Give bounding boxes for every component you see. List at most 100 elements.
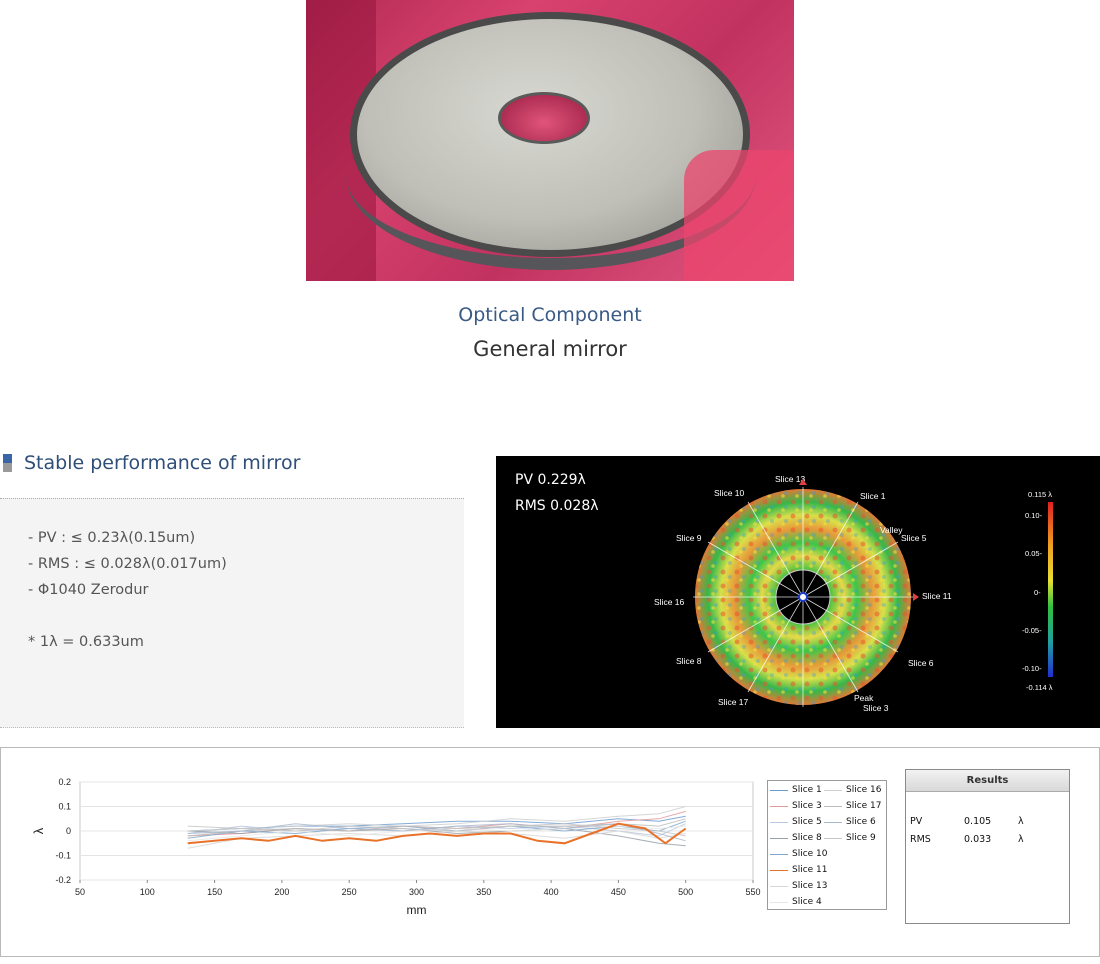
slice-label: Slice 6 [908, 658, 934, 668]
legend-label: Slice 4 [792, 897, 822, 907]
x-tick-label: 500 [678, 887, 693, 897]
slice-label: Slice 10 [714, 488, 745, 498]
legend-swatch [770, 869, 788, 871]
legend-item: Slice 10 [770, 849, 828, 859]
slice-label: Slice 8 [676, 656, 702, 666]
y-tick-label: 0.1 [58, 802, 71, 812]
legend-swatch [770, 805, 788, 807]
slice-label: Slice 9 [676, 533, 702, 543]
square-bullet-icon [3, 454, 12, 472]
svg-text:-0.10-: -0.10- [1022, 664, 1042, 673]
legend-swatch [770, 885, 788, 887]
slice-label: Slice 1 [860, 491, 886, 501]
legend-label: Slice 17 [846, 801, 882, 811]
svg-text:0.05-: 0.05- [1025, 549, 1043, 558]
svg-text:-0.05-: -0.05- [1022, 626, 1042, 635]
x-tick-label: 150 [207, 887, 222, 897]
x-tick-label: 450 [611, 887, 626, 897]
legend-item: Slice 1 [770, 785, 822, 795]
scale-min: -0.114 λ [1026, 683, 1053, 692]
legend-swatch [770, 837, 788, 839]
legend-label: Slice 5 [792, 817, 822, 827]
legend-item: Slice 11 [770, 865, 828, 875]
legend-label: Slice 1 [792, 785, 822, 795]
legend-swatch [824, 789, 842, 791]
legend-item: Slice 9 [824, 833, 876, 843]
results-row-pv: PV 0.105 λ [910, 816, 1024, 827]
slice-label: Slice 11 [922, 591, 952, 601]
mirror-center-hole [498, 92, 590, 144]
x-axis-label: mm [407, 903, 427, 917]
series-line-slice-11 [187, 822, 687, 845]
legend-swatch [770, 821, 788, 823]
spec-rms: - RMS : ≤ 0.028λ(0.017um) [28, 556, 227, 572]
caption-name: General mirror [473, 337, 627, 361]
color-scale-bar [1048, 502, 1053, 677]
series-line-slice-17 [187, 818, 686, 837]
legend-label: Slice 6 [846, 817, 876, 827]
svg-text:0.10-: 0.10- [1025, 511, 1043, 520]
legend-swatch [824, 821, 842, 823]
legend-item: Slice 3 [770, 801, 822, 811]
spec-pv: - PV : ≤ 0.23λ(0.15um) [28, 530, 196, 546]
legend-swatch [824, 837, 842, 839]
slice-label: Slice 3 [863, 703, 889, 713]
legend-label: Slice 9 [846, 833, 876, 843]
slice-label: Slice 16 [654, 597, 685, 607]
x-tick-label: 200 [274, 887, 289, 897]
scale-max: 0.115 λ [1028, 490, 1052, 499]
spec-box: - PV : ≤ 0.23λ(0.15um) - RMS : ≤ 0.028λ(… [0, 498, 464, 728]
results-table: Results PV 0.105 λ RMS 0.033 λ [905, 769, 1070, 924]
slice-label: Slice 13 [775, 474, 806, 484]
y-tick-label: -0.2 [55, 875, 71, 885]
mirror-photo [306, 0, 794, 281]
x-tick-label: 550 [745, 887, 760, 897]
legend-item: Slice 5 [770, 817, 822, 827]
x-tick-label: 100 [140, 887, 155, 897]
legend-item: Slice 8 [770, 833, 822, 843]
chart-legend: Slice 1 Slice 3 Slice 5 Slice 8 Slice 10 Slic… [767, 780, 887, 910]
legend-swatch [770, 789, 788, 791]
legend-item: Slice 17 [824, 801, 882, 811]
interferogram-map: Slice 13 Slice 1 Slice 5 Slice 11 Slice … [654, 474, 1053, 713]
results-title: Results [906, 770, 1069, 792]
results-row-rms: RMS 0.033 λ [910, 834, 1024, 845]
interferogram-panel: Slice 13 Slice 1 Slice 5 Slice 11 Slice … [496, 456, 1100, 728]
legend-label: Slice 8 [792, 833, 822, 843]
y-axis-label: λ [31, 827, 46, 834]
line-chart: 0.2 0.1 0 -0.1 -0.2 50 100 150 200 250 300 350 400 45… [31, 777, 761, 917]
legend-swatch [824, 805, 842, 807]
series-line-slice-16 [187, 806, 686, 832]
slice-profile-chart: 0.2 0.1 0 -0.1 -0.2 50 100 150 200 250 300 350 400 45… [0, 747, 1100, 957]
x-tick-label: 300 [409, 887, 424, 897]
legend-label: Slice 11 [792, 865, 828, 875]
legend-label: Slice 10 [792, 849, 828, 859]
legend-item: Slice 6 [824, 817, 876, 827]
legend-swatch [770, 853, 788, 855]
legend-item: Slice 16 [824, 785, 882, 795]
x-tick-label: 350 [476, 887, 491, 897]
peak-marker: Peak [854, 693, 874, 703]
series-line-slice-9 [187, 823, 686, 837]
y-tick-label: 0.2 [58, 777, 71, 787]
section-title: Stable performance of mirror [24, 452, 301, 474]
slice-label: Slice 5 [901, 533, 927, 543]
valley-marker: Valley [880, 525, 903, 535]
interferogram-pv: PV 0.229λ [515, 472, 586, 488]
legend-swatch [770, 901, 788, 903]
spec-note: * 1λ = 0.633um [28, 634, 144, 650]
legend-label: Slice 3 [792, 801, 822, 811]
legend-item: Slice 13 [770, 881, 828, 891]
section-heading: Stable performance of mirror [0, 452, 300, 474]
x-tick-label: 50 [75, 887, 85, 897]
legend-item: Slice 4 [770, 897, 822, 907]
y-tick-label: 0 [66, 826, 71, 836]
y-tick-label: -0.1 [55, 851, 71, 861]
legend-label: Slice 13 [792, 881, 828, 891]
interferogram-rms: RMS 0.028λ [515, 498, 599, 514]
wrapping-fold [684, 150, 794, 281]
x-tick-label: 250 [342, 887, 357, 897]
x-tick-label: 400 [544, 887, 559, 897]
legend-label: Slice 16 [846, 785, 882, 795]
svg-text:0-: 0- [1034, 588, 1041, 597]
